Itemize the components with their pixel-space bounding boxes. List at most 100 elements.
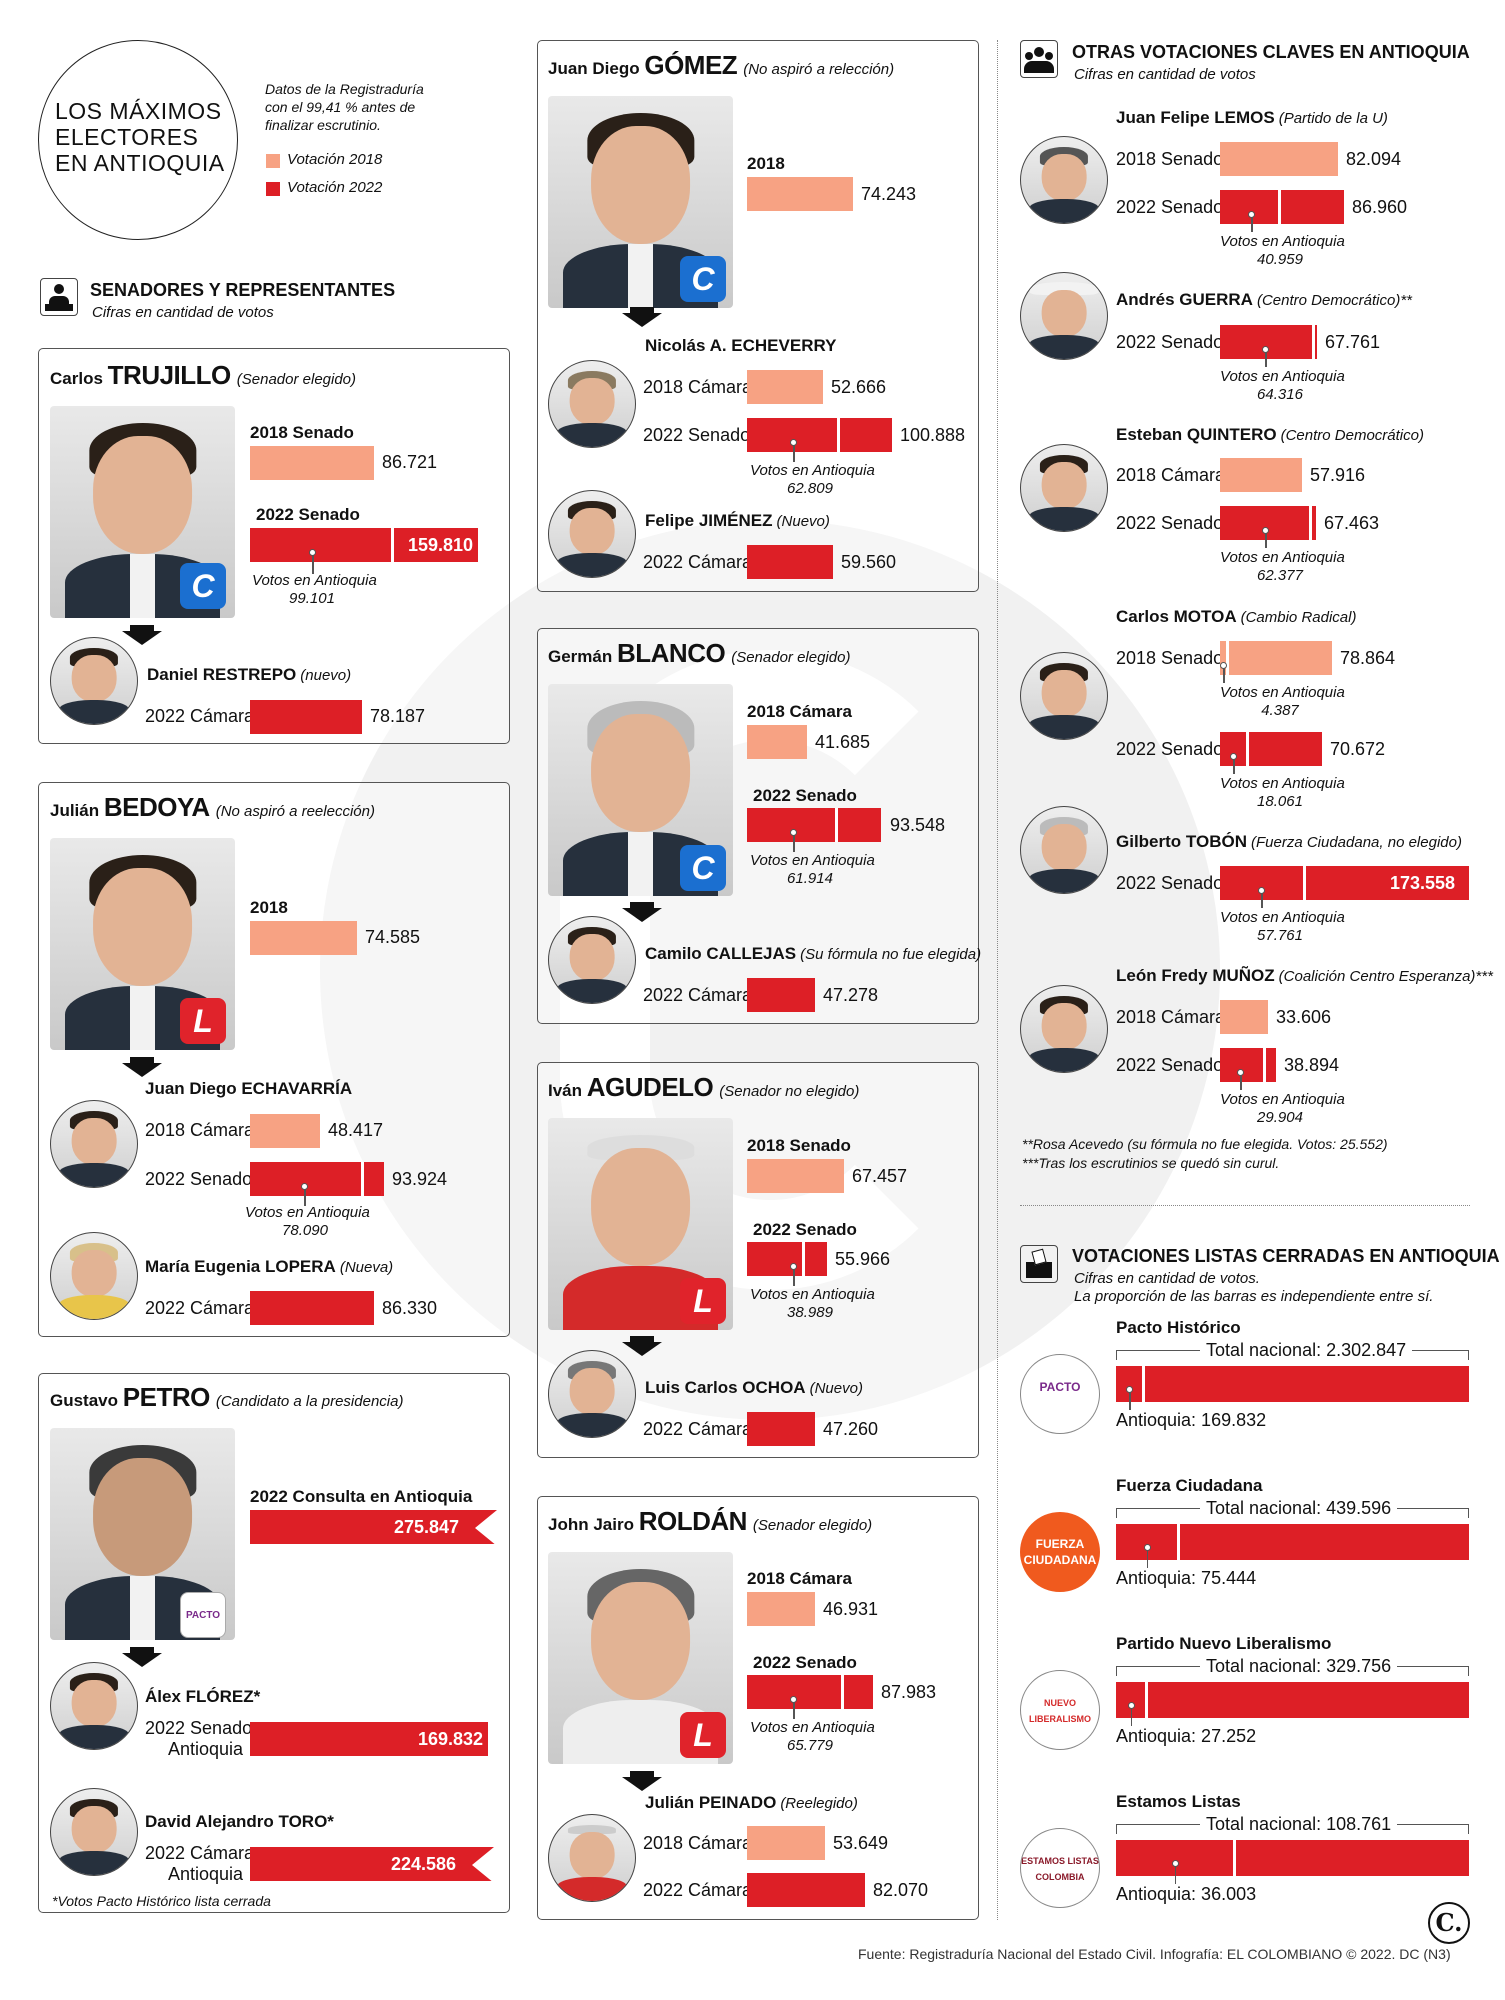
value-peinado-2018: 53.649 <box>833 1833 889 1853</box>
candidate-photo-quintero <box>1020 444 1108 532</box>
antioquia-divider <box>1233 1840 1236 1876</box>
bar-trujillo-2018 <box>250 446 374 480</box>
value-roldan-2022: 87.983 <box>881 1682 937 1702</box>
leader-dot <box>1237 1069 1244 1076</box>
value-gomez-2018: 74.243 <box>861 184 917 204</box>
bar-jimenez-2022 <box>747 545 833 579</box>
value-ochoa-2022: 47.260 <box>823 1419 879 1439</box>
leader-line <box>1130 1704 1132 1726</box>
candidate-name-echeverry: Nicolás A. ECHEVERRY <box>645 336 837 355</box>
label-trujillo-2022: 2022 Senado <box>256 505 360 524</box>
ant-echeverry: Votos en Antioquia 62.809 <box>750 462 875 497</box>
candidate-photo-toro <box>50 1788 138 1876</box>
list-name: Fuerza Ciudadana <box>1116 1476 1263 1495</box>
bar-trujillo-2022 <box>250 528 478 562</box>
candidate-name-roldan: John Jairo ROLDÁN (Senador elegido) <box>548 1506 873 1536</box>
bar-echavarria-2018 <box>250 1114 320 1148</box>
label-roldan-2022: 2022 Senado <box>753 1653 857 1672</box>
section-subtitle-senadores: Cifras en cantidad de votos <box>92 304 274 321</box>
value-trujillo-2022: 159.810 <box>408 535 474 555</box>
candidate-name-toro: David Alejandro TORO* <box>145 1812 334 1831</box>
leader-dot <box>790 829 797 836</box>
candidate-name-restrepo: Daniel RESTREPO (nuevo) <box>147 665 352 684</box>
candidate-name-agudelo: Iván AGUDELO (Senador no elegido) <box>548 1072 860 1102</box>
bar-peinado-2018 <box>747 1826 825 1860</box>
page-title: LOS MÁXIMOS ELECTORES EN ANTIOQUIA <box>55 98 225 176</box>
bar-roldan-2018 <box>747 1592 815 1626</box>
ballot-box-icon <box>1020 1245 1058 1283</box>
leader-line <box>1223 665 1225 683</box>
bar-munoz-2022 <box>1220 1048 1276 1082</box>
bar-echeverry-2018 <box>747 370 823 404</box>
value-munoz-2018: 33.606 <box>1276 1007 1332 1027</box>
ant-munoz: Votos en Antioquia 29.904 <box>1220 1091 1345 1126</box>
list-name: Estamos Listas <box>1116 1792 1241 1811</box>
arrow-stem <box>130 1057 154 1063</box>
leader-dot <box>790 1263 797 1270</box>
antioquia-divider <box>1142 1366 1145 1402</box>
label-echavarria-2018: 2018 Cámara <box>145 1120 255 1140</box>
ant-guerra: Votos en Antioquia 64.316 <box>1220 368 1345 403</box>
candidate-photo-florez <box>50 1662 138 1750</box>
value-echavarria-2018: 48.417 <box>328 1120 384 1140</box>
value-quintero-2018: 57.916 <box>1310 465 1366 485</box>
leader-dot <box>309 549 316 556</box>
leader-line <box>1251 214 1253 232</box>
ant-agudelo: Votos en Antioquia 38.989 <box>750 1286 875 1321</box>
arrow-stem <box>630 1771 654 1777</box>
party-logo-liberal: L <box>680 1278 726 1324</box>
arrow-stem <box>630 902 654 908</box>
value-roldan-2018: 46.931 <box>823 1599 879 1619</box>
candidate-name-echavarria: Juan Diego ECHAVARRÍA <box>145 1079 353 1098</box>
candidate-photo-ochoa <box>548 1350 636 1438</box>
party-logo: FUERZA CIUDADANA <box>1020 1512 1100 1592</box>
leader-dot <box>1143 1544 1151 1551</box>
title-circle <box>38 40 238 240</box>
bar-ochoa-2022 <box>747 1412 815 1446</box>
label-agudelo-2022: 2022 Senado <box>753 1220 857 1239</box>
section-divider <box>1020 1205 1470 1206</box>
leader-line <box>312 552 314 574</box>
candidate-name-petro: Gustavo PETRO (Candidato a la presidencia… <box>50 1382 404 1412</box>
candidate-photo-lemos <box>1020 136 1108 224</box>
antioquia-label: Antioquia: 27.252 <box>1116 1726 1257 1746</box>
candidate-name-callejas: Camilo CALLEJAS (Su fórmula no fue elegid… <box>645 944 982 963</box>
bar-lemos-2022 <box>1220 190 1344 224</box>
value-munoz-2022: 38.894 <box>1284 1055 1340 1075</box>
bar-roldan-2022 <box>747 1675 873 1709</box>
candidate-photo-munoz <box>1020 985 1108 1073</box>
leader-dot <box>1262 527 1269 534</box>
value-jimenez-2022: 59.560 <box>841 552 897 572</box>
section-title-otras: OTRAS VOTACIONES CLAVES EN ANTIOQUIA <box>1072 42 1470 62</box>
section-subtitle-listas-2: La proporción de las barras es independi… <box>1074 1288 1434 1305</box>
total-label: Total nacional: 2.302.847 <box>1200 1340 1413 1361</box>
ant-trujillo: Votos en Antioquia 99.101 <box>252 572 377 607</box>
bar-bedoya-2018 <box>250 921 357 955</box>
bar-motoa-2022 <box>1220 732 1322 766</box>
value-callejas-2022: 47.278 <box>823 985 879 1005</box>
arrow-stem <box>130 625 154 631</box>
bar-echavarria-2022 <box>250 1162 384 1196</box>
candidate-name-guerra: Andrés GUERRA (Centro Democrático)** <box>1116 290 1413 309</box>
list-bar <box>1116 1840 1469 1876</box>
leader-dot <box>790 439 797 446</box>
arrow-down-icon <box>122 631 162 645</box>
leader-line <box>1233 756 1235 774</box>
label-florez-2022: 2022 Senado Antioquia <box>145 1718 253 1759</box>
value-blanco-2022: 93.548 <box>890 815 946 835</box>
candidate-photo-motoa <box>1020 652 1108 740</box>
arrow-stem <box>630 1336 654 1342</box>
value-motoa-2022: 70.672 <box>1330 739 1386 759</box>
label-quintero-2022: 2022 Senado <box>1116 513 1224 533</box>
label-munoz-2018: 2018 Cámara <box>1116 1007 1226 1027</box>
candidate-name-blanco: Germán BLANCO (Senador elegido) <box>548 638 851 668</box>
candidate-photo-bedoya <box>50 838 235 1050</box>
ant-roldan: Votos en Antioquia 65.779 <box>750 1719 875 1754</box>
arrow-down-icon <box>122 1063 162 1077</box>
label-echavarria-2022: 2022 Senado <box>145 1169 253 1189</box>
note-1: **Rosa Acevedo (su fórmula no fue elegid… <box>1022 1136 1388 1152</box>
leader-line <box>1174 1862 1176 1884</box>
candidate-name-jimenez: Felipe JIMÉNEZ (Nuevo) <box>645 511 830 530</box>
bar-petro-consulta <box>250 1510 497 1546</box>
label-peinado-2018: 2018 Cámara <box>643 1833 753 1853</box>
